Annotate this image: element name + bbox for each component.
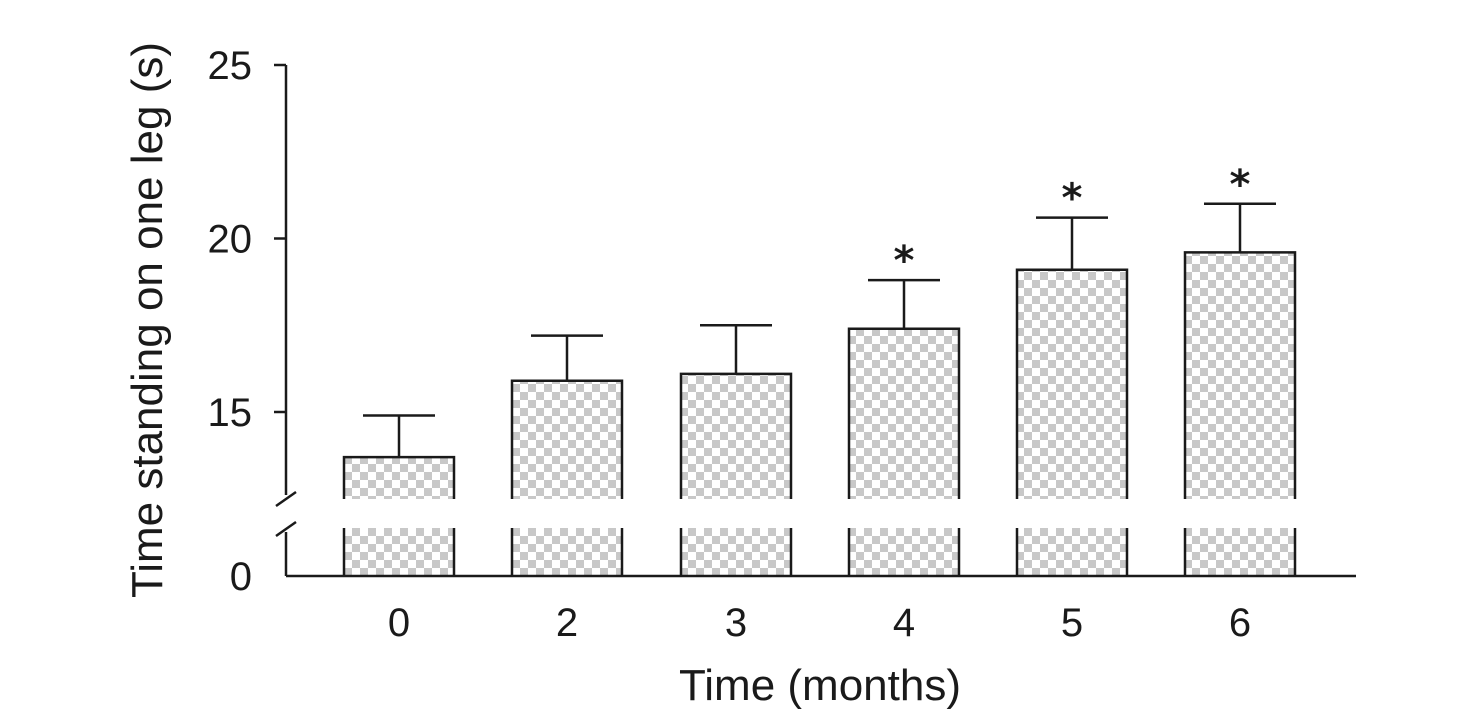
y-tick-label: 15 [208, 391, 253, 435]
x-tick-label: 2 [556, 601, 578, 645]
bar [681, 373, 791, 499]
bar [344, 457, 454, 499]
bar-lower-segment [849, 528, 959, 576]
bar-lower-segment [1017, 528, 1127, 576]
significance-marker: * [1062, 176, 1083, 222]
x-tick-label: 4 [893, 601, 915, 645]
bar-lower-segment [512, 528, 622, 576]
bar [849, 328, 959, 499]
bar [1017, 269, 1127, 499]
bar [512, 380, 622, 499]
x-tick-label: 0 [388, 601, 410, 645]
x-tick-label: 6 [1229, 601, 1251, 645]
y-tick-label: 25 [208, 44, 253, 88]
y-tick-label: 20 [208, 218, 253, 262]
bar-lower-segment [1185, 528, 1295, 576]
bar [1185, 252, 1295, 499]
labels: 0 2 3 * 4 * 5 * 6 0 15 20 25 [208, 44, 1252, 645]
axes [274, 63, 1356, 578]
y-axis-title: Time standing on one leg (s) [123, 42, 172, 598]
error-bars [363, 202, 1276, 458]
axis-break-mark [275, 490, 297, 508]
bar-lower-segment [681, 528, 791, 576]
x-axis-title: Time (months) [679, 661, 961, 710]
x-tick-label: 5 [1061, 601, 1083, 645]
x-tick-label: 3 [725, 601, 747, 645]
significance-marker: * [1230, 162, 1251, 208]
y-tick-label: 0 [230, 555, 252, 599]
significance-marker: * [894, 238, 915, 284]
bar-lower-segment [344, 528, 454, 576]
axis-break-mark [275, 520, 297, 538]
bars [342, 251, 1297, 576]
